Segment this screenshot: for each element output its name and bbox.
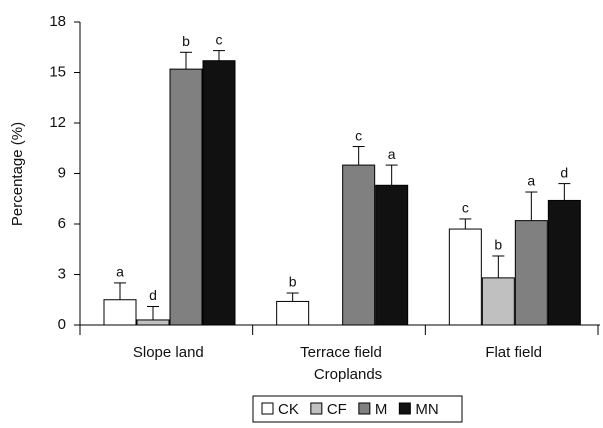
x-axis-label: Croplands	[314, 366, 382, 383]
bar	[514, 220, 548, 326]
legend-label: MN	[415, 401, 438, 418]
legend-swatch	[398, 402, 411, 415]
x-tick-label: Flat field	[485, 344, 542, 361]
significance-label: c	[355, 127, 362, 143]
legend-box	[252, 395, 463, 423]
significance-label: a	[116, 264, 124, 280]
legend-label: CF	[327, 401, 347, 418]
legend-swatch	[310, 402, 323, 415]
y-tick-label: 18	[49, 13, 66, 30]
legend-label: CK	[278, 401, 299, 418]
y-tick-label: 3	[58, 265, 66, 282]
legend-swatch	[261, 402, 274, 415]
bar	[342, 164, 376, 326]
significance-label: b	[182, 33, 190, 49]
significance-label: a	[388, 146, 396, 162]
bar	[136, 319, 170, 326]
x-tick-label: Slope land	[133, 344, 204, 361]
legend-label: M	[375, 401, 388, 418]
significance-label: a	[527, 173, 535, 189]
significance-label: c	[216, 31, 223, 47]
y-tick-label: 0	[58, 316, 66, 333]
y-tick-label: 9	[58, 164, 66, 181]
significance-label: b	[494, 237, 502, 253]
y-tick-label: 6	[58, 215, 66, 232]
bar	[448, 228, 482, 326]
bar	[103, 299, 137, 326]
bar	[169, 68, 203, 326]
significance-label: d	[560, 164, 568, 180]
significance-label: d	[149, 287, 157, 303]
bar	[481, 277, 515, 326]
y-tick-label: 15	[49, 63, 66, 80]
bar	[276, 300, 310, 326]
y-tick-label: 12	[49, 114, 66, 131]
bar	[202, 60, 236, 326]
significance-label: c	[462, 200, 469, 216]
x-tick-label: Terrace field	[300, 344, 382, 361]
y-axis-label: Percentage (%)	[9, 122, 26, 226]
bar	[547, 199, 581, 326]
legend-swatch	[358, 402, 371, 415]
significance-label: b	[289, 274, 297, 290]
bar	[375, 184, 409, 326]
